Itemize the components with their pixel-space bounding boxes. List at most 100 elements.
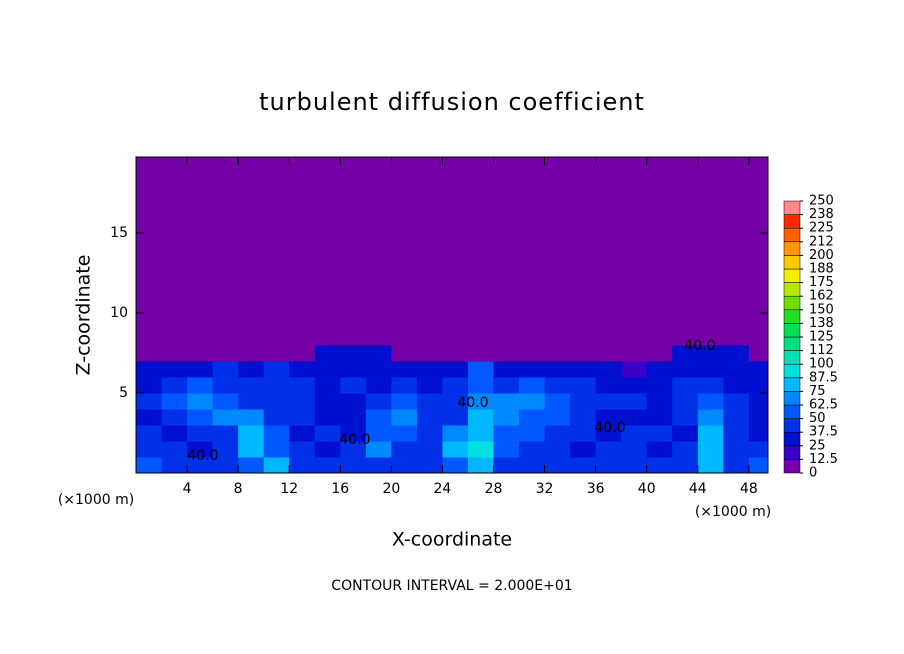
cell xyxy=(263,361,290,378)
x-tick-label: 16 xyxy=(331,481,349,497)
cell xyxy=(519,425,546,442)
cell xyxy=(672,157,699,346)
cell xyxy=(621,345,648,362)
cell xyxy=(187,157,214,346)
cell xyxy=(391,441,418,458)
colorbar-band xyxy=(783,459,801,474)
colorbar-label: 100 xyxy=(809,357,834,372)
colorbar-band xyxy=(783,323,801,338)
cell xyxy=(646,409,673,426)
colorbar-label: 138 xyxy=(809,316,834,331)
colorbar-band xyxy=(783,268,801,283)
colorbar-label: 188 xyxy=(809,262,834,277)
colorbar-label: 125 xyxy=(809,330,834,345)
cell xyxy=(212,457,239,473)
cell xyxy=(340,441,367,458)
cell xyxy=(263,393,290,410)
cell xyxy=(238,393,265,410)
cell xyxy=(289,361,316,378)
cell xyxy=(238,457,265,473)
colorbar-label: 225 xyxy=(809,221,834,236)
cell xyxy=(570,409,597,426)
cell xyxy=(289,409,316,426)
cell xyxy=(544,377,571,394)
cell xyxy=(723,361,750,378)
cell xyxy=(340,345,367,362)
cell xyxy=(161,409,188,426)
cell xyxy=(697,361,724,378)
y-axis-label: Z-coordinate xyxy=(73,255,95,376)
colorbar-label: 12.5 xyxy=(809,452,838,467)
cell xyxy=(263,441,290,458)
cell xyxy=(748,345,768,362)
colorbar-label: 37.5 xyxy=(809,425,838,440)
cell xyxy=(263,377,290,394)
colorbar-band xyxy=(783,295,801,311)
cell xyxy=(391,425,418,442)
cell xyxy=(238,441,265,458)
cell xyxy=(212,157,239,346)
cell xyxy=(544,157,571,346)
cell xyxy=(340,377,367,394)
cell xyxy=(672,409,699,426)
cell xyxy=(238,377,265,394)
x-tick-label: 44 xyxy=(689,481,707,497)
cell xyxy=(723,377,750,394)
colorbar-label: 50 xyxy=(809,411,826,426)
x-tick-label: 32 xyxy=(536,481,554,497)
cell xyxy=(519,457,546,473)
cell xyxy=(289,393,316,410)
colorbar-band xyxy=(783,255,801,270)
colorbar-band xyxy=(783,404,801,419)
cell xyxy=(238,157,265,346)
cell xyxy=(416,457,443,473)
cell xyxy=(187,393,214,410)
cell xyxy=(646,393,673,410)
cell xyxy=(340,361,367,378)
cell xyxy=(544,409,571,426)
cell xyxy=(570,425,597,442)
x-tick-label: 12 xyxy=(280,481,298,497)
cell xyxy=(467,425,494,442)
cell xyxy=(595,409,622,426)
cell xyxy=(570,457,597,473)
cell xyxy=(697,157,724,346)
cell xyxy=(442,345,469,362)
colorbar-band xyxy=(783,241,801,256)
cell xyxy=(467,457,494,473)
x-tick-label: 4 xyxy=(183,481,192,497)
cell xyxy=(340,157,367,346)
y-tick-label: 5 xyxy=(119,385,128,401)
cell xyxy=(672,345,699,362)
colorbar-band xyxy=(783,391,801,406)
cell xyxy=(697,393,724,410)
cell xyxy=(187,361,214,378)
cell xyxy=(212,345,239,362)
cell xyxy=(723,345,750,362)
cell xyxy=(467,361,494,378)
colorbar-label: 250 xyxy=(809,194,834,209)
cell xyxy=(161,457,188,473)
cell xyxy=(493,425,520,442)
colorbar-label: 62.5 xyxy=(809,398,838,413)
colorbar-label: 238 xyxy=(809,207,834,222)
cell xyxy=(519,361,546,378)
cell xyxy=(467,345,494,362)
cell xyxy=(238,345,265,362)
x-tick-label: 48 xyxy=(740,481,758,497)
cell xyxy=(442,425,469,442)
cell xyxy=(187,457,214,473)
colorbar-band xyxy=(783,418,801,433)
cell xyxy=(416,361,443,378)
cell xyxy=(136,157,163,346)
x-tick-label: 8 xyxy=(234,481,243,497)
cell xyxy=(289,377,316,394)
cell xyxy=(365,409,392,426)
field xyxy=(136,157,768,473)
colorbar-band xyxy=(783,214,801,229)
cell xyxy=(187,345,214,362)
cell xyxy=(544,457,571,473)
cell xyxy=(391,409,418,426)
cell xyxy=(136,361,163,378)
colorbar-label: 87.5 xyxy=(809,370,838,385)
